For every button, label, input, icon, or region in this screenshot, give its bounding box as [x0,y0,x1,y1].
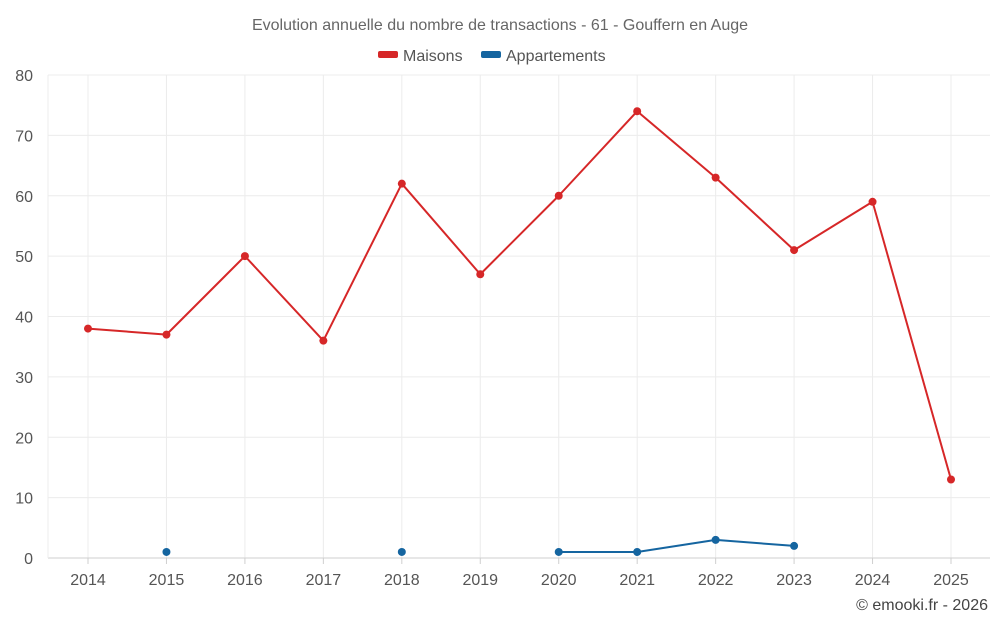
x-tick-label: 2022 [698,572,734,589]
series [84,107,955,556]
x-tick-label: 2021 [619,572,655,589]
y-tick-label: 40 [15,310,33,327]
data-point-maisons-2025[interactable] [947,475,955,484]
data-point-maisons-2017[interactable] [319,336,328,345]
y-tick-label: 60 [15,189,33,206]
data-point-maisons-2024[interactable] [868,197,877,206]
legend-label-maisons: Maisons [403,48,463,65]
legend-item-maisons[interactable]: Maisons [378,48,463,65]
x-tick-label: 2018 [384,572,420,589]
axes: 0 10 20 30 40 50 60 70 80 2014 2015 2016 2017 2018 201… [15,68,990,589]
data-point-appartements-2023[interactable] [790,541,799,550]
legend-swatch-appartements [481,51,501,58]
legend: Maisons Appartements [378,48,606,65]
legend-item-appartements[interactable]: Appartements [481,48,606,65]
x-tick-label: 2019 [462,572,498,589]
data-point-maisons-2015[interactable] [162,330,171,339]
series-line-maisons [87,110,952,480]
x-tick-label: 2015 [149,572,185,589]
data-point-maisons-2022[interactable] [711,173,720,182]
y-tick-label: 10 [15,491,33,508]
x-tick-label: 2014 [70,572,106,589]
x-tick-label: 2016 [227,572,263,589]
data-point-maisons-2023[interactable] [790,246,799,255]
legend-label-appartements: Appartements [506,48,606,65]
x-tick-label: 2020 [541,572,577,589]
data-point-appartements-2021[interactable] [633,547,642,556]
data-point-maisons-2020[interactable] [554,191,563,200]
series-maisons [84,107,955,484]
data-point-appartements-2015[interactable] [162,547,171,556]
legend-swatch-maisons [378,51,398,58]
data-point-maisons-2018[interactable] [397,179,406,188]
x-tick-label: 2025 [933,572,969,589]
x-tick-label: 2017 [306,572,342,589]
data-point-maisons-2021[interactable] [633,107,642,116]
y-tick-label: 0 [24,551,33,568]
y-tick-label: 30 [15,370,33,387]
series-appartements [162,535,799,556]
data-point-maisons-2019[interactable] [476,270,485,279]
data-point-appartements-2022[interactable] [711,535,720,544]
chart-title: Evolution annuelle du nombre de transact… [252,17,748,34]
y-tick-label: 70 [15,128,33,145]
series-line-appartements [558,538,795,553]
data-point-appartements-2018[interactable] [397,547,406,556]
data-point-maisons-2014[interactable] [84,324,92,333]
y-tick-label: 20 [15,430,33,447]
x-tick-label: 2023 [776,572,812,589]
credit-text: © emooki.fr - 2026 [856,597,988,614]
y-tick-label: 80 [15,68,33,85]
data-point-maisons-2016[interactable] [240,252,249,261]
x-tick-label: 2024 [855,572,891,589]
y-tick-label: 50 [15,249,33,266]
grid [48,74,990,558]
data-point-appartements-2020[interactable] [554,547,563,556]
